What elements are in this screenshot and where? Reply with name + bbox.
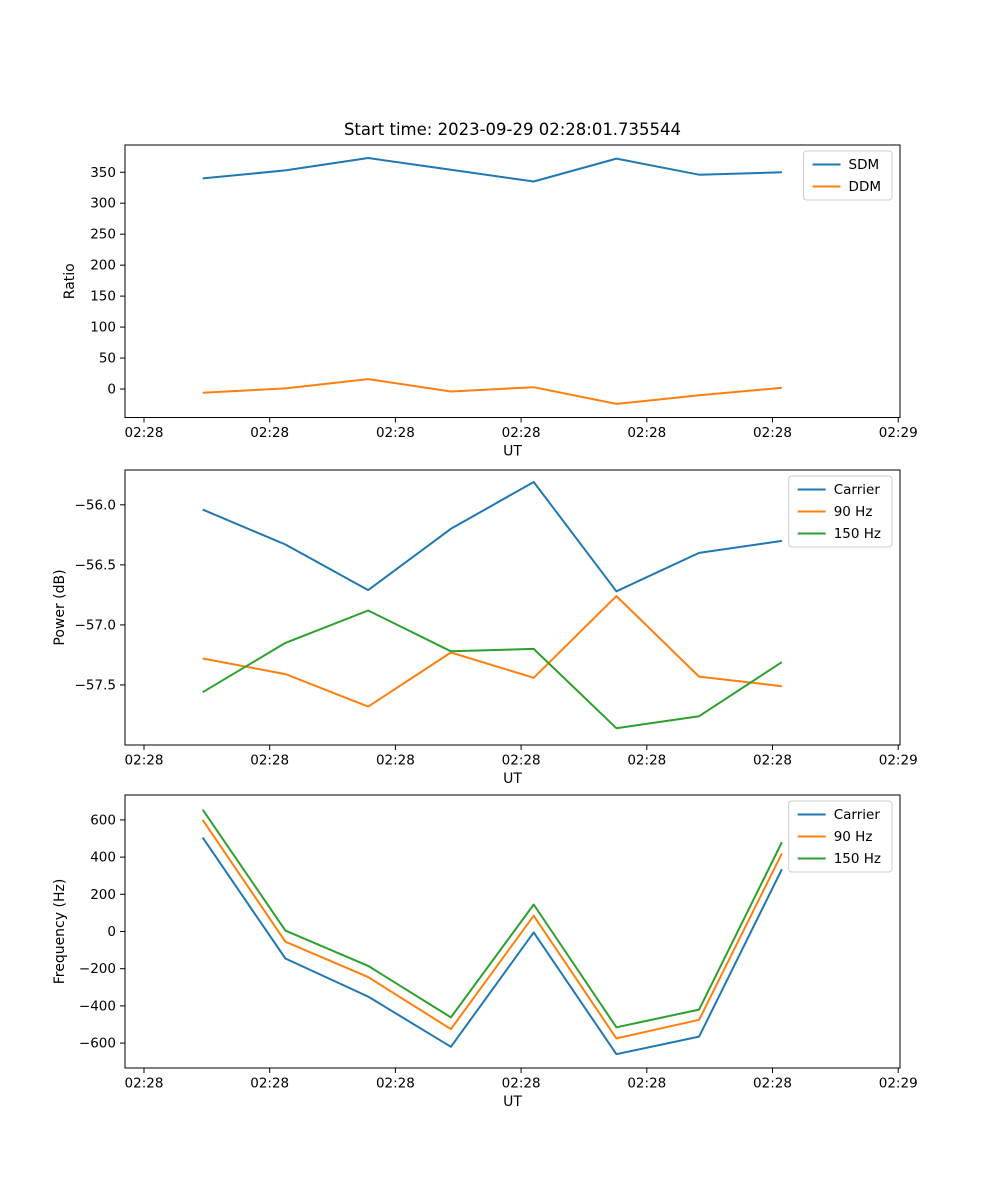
y-tick-label: −56.5 — [75, 557, 116, 573]
series-line-150-hz — [201, 809, 783, 1029]
x-tick-label: 02:28 — [125, 1076, 164, 1092]
y-tick-label: −57.5 — [75, 677, 116, 693]
subplot-ratio: 02:28 02:28 02:28 02:28 02:28 02:28 02:29 350 30… — [62, 144, 918, 460]
legend-label: 90 Hz — [834, 829, 873, 845]
subplot-power: 02:28 02:28 02:28 02:28 02:28 02:28 02:29 −56.0… — [52, 469, 918, 787]
y-axis-label-frequency: Frequency (Hz) — [52, 879, 68, 985]
y-axis-label-power: Power (dB) — [52, 569, 68, 645]
y-tick-label: −200 — [79, 961, 116, 977]
y-tick-label: 200 — [90, 258, 116, 274]
x-tick-label: 02:29 — [879, 425, 918, 441]
legend-box — [788, 475, 893, 548]
x-tick-label: 02:28 — [502, 753, 541, 769]
y-tick-label: 0 — [107, 924, 116, 940]
y-tick-label: 50 — [99, 351, 116, 367]
x-tick-label: 02:28 — [376, 425, 415, 441]
x-tick-label: 02:28 — [502, 425, 541, 441]
x-tick-label: 02:28 — [753, 1076, 792, 1092]
subplot-frequency: 02:28 02:28 02:28 02:28 02:28 02:28 02:29 600 40… — [52, 794, 918, 1110]
y-tick-label: −56.0 — [75, 497, 116, 513]
x-tick-label: 02:28 — [753, 425, 792, 441]
y-tick-label: 400 — [90, 850, 116, 866]
figure-title: Start time: 2023-09-29 02:28:01.735544 — [343, 120, 682, 139]
legend-label: SDM — [849, 157, 880, 173]
legend-ratio: SDM DDM — [803, 150, 893, 201]
x-tick-label: 02:28 — [627, 425, 666, 441]
y-tick-label: 0 — [107, 382, 116, 398]
legend-label: DDM — [849, 179, 881, 195]
legend-label: Carrier — [834, 482, 881, 498]
x-tick-label: 02:29 — [879, 753, 918, 769]
y-tick-label: 600 — [90, 812, 116, 828]
series-line-carrier — [202, 481, 783, 593]
x-axis-label-frequency: UT — [503, 1094, 522, 1110]
x-tick-label: 02:28 — [376, 1076, 415, 1092]
x-axis-label-ratio: UT — [503, 444, 522, 460]
x-tick-label: 02:28 — [627, 1076, 666, 1092]
x-tick-label: 02:28 — [502, 1076, 541, 1092]
legend-label: 90 Hz — [834, 504, 873, 520]
x-tick-label: 02:28 — [125, 425, 164, 441]
series-line-150-hz — [202, 609, 783, 730]
x-tick-label: 02:28 — [250, 425, 289, 441]
y-tick-label: 200 — [90, 887, 116, 903]
x-tick-label: 02:28 — [250, 753, 289, 769]
y-tick-label: 300 — [90, 196, 116, 212]
legend-box — [788, 800, 893, 873]
y-tick-label: −600 — [79, 1036, 116, 1052]
legend-label: 150 Hz — [834, 851, 881, 867]
series-line-90-hz — [202, 595, 783, 708]
y-axis-label-ratio: Ratio — [62, 263, 78, 299]
legend-box — [803, 150, 893, 201]
axes-frame-power — [124, 469, 901, 746]
legend-frequency: Carrier 90 Hz 150 Hz — [788, 800, 893, 873]
axes-frame-ratio — [124, 144, 901, 418]
series-line-90-hz — [201, 819, 783, 1040]
x-tick-label: 02:29 — [879, 1076, 918, 1092]
y-tick-label: −57.0 — [75, 617, 116, 633]
y-tick-label: 350 — [90, 165, 116, 181]
y-tick-label: 150 — [90, 289, 116, 305]
x-tick-label: 02:28 — [125, 753, 164, 769]
y-tick-label: 250 — [90, 227, 116, 243]
x-tick-label: 02:28 — [376, 753, 415, 769]
x-tick-label: 02:28 — [250, 1076, 289, 1092]
series-line-ddm — [202, 378, 782, 405]
series-line-carrier — [201, 837, 783, 1056]
legend-label: Carrier — [834, 807, 881, 823]
legend-label: 150 Hz — [834, 526, 881, 542]
series-line-sdm — [202, 157, 782, 183]
x-tick-label: 02:28 — [753, 753, 792, 769]
x-tick-label: 02:28 — [627, 753, 666, 769]
x-axis-label-power: UT — [503, 771, 522, 787]
legend-power: Carrier 90 Hz 150 Hz — [788, 475, 893, 548]
y-tick-label: 100 — [90, 320, 116, 336]
y-tick-label: −400 — [79, 998, 116, 1014]
axes-frame-frequency — [124, 794, 901, 1069]
